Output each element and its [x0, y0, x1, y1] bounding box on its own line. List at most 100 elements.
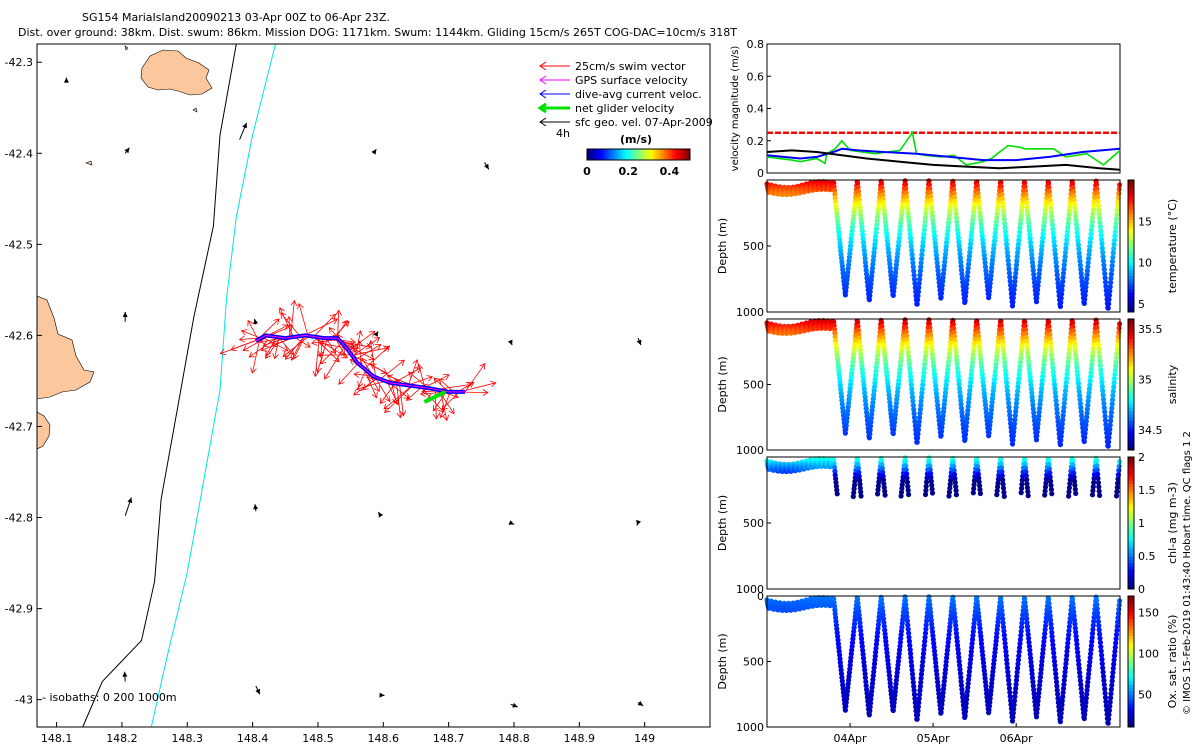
section-sample [941, 401, 947, 407]
section-sample [856, 612, 862, 618]
section-sample [1085, 402, 1091, 408]
section-sample [1101, 400, 1107, 407]
section-sample [860, 374, 866, 380]
section-sample [863, 267, 869, 273]
section-sample [1083, 418, 1089, 424]
section-sample [964, 411, 971, 418]
section-sample [968, 379, 974, 386]
section-sample [1054, 410, 1060, 416]
section-sample [978, 641, 985, 647]
section-sample [898, 358, 904, 365]
section-sample [1082, 434, 1088, 440]
section-sample [1038, 389, 1044, 395]
map-frame [36, 43, 711, 728]
section-sample [897, 639, 904, 645]
section-sample [994, 211, 1000, 217]
section-sample [1004, 241, 1010, 247]
map-y-tick-label: -42.6 [5, 329, 33, 342]
section-sample [921, 231, 927, 237]
section-sample [1031, 418, 1038, 424]
section-sample [1110, 254, 1116, 260]
sfc-geo-arrow-head [63, 77, 69, 83]
section-sample [1042, 215, 1048, 221]
section-sample [881, 623, 887, 629]
section-sample [1095, 610, 1101, 616]
section-sample [1086, 667, 1092, 673]
section-sample [845, 269, 851, 275]
section-sample [990, 253, 996, 259]
section-sample [856, 473, 862, 479]
section-sample [1005, 392, 1011, 398]
section-sample [891, 423, 897, 429]
section-sample [900, 617, 906, 623]
section-sample [904, 202, 911, 208]
section-sample [1007, 278, 1013, 284]
section-sample [1085, 679, 1091, 685]
section-sample [907, 647, 913, 653]
section-sample [1041, 358, 1047, 364]
section-sample [1107, 699, 1113, 705]
section-sample [904, 194, 910, 200]
section-sample [932, 375, 938, 381]
section-sample [875, 630, 881, 636]
section-sample [1019, 624, 1025, 630]
section-sample [1048, 478, 1054, 484]
section-sample [1017, 221, 1024, 227]
section-sample [1024, 204, 1030, 210]
section-y-tick-label: 1000 [736, 721, 764, 734]
section-sample [859, 366, 865, 372]
section-sample [862, 390, 868, 396]
section-sample [1000, 204, 1006, 210]
section-sample [951, 190, 957, 197]
section-sample [987, 699, 993, 705]
section-sample [1053, 255, 1059, 261]
section-colorbar-tick-label: 1 [1138, 517, 1145, 530]
section-sample [1028, 378, 1034, 384]
section-sample [1073, 633, 1079, 639]
section-sample [990, 249, 996, 255]
map-y-axis: -42.3-42.4-42.5-42.6-42.7-42.8-42.9-43 [5, 56, 42, 707]
section-sample [1027, 232, 1033, 238]
colorbar-cell [605, 149, 609, 160]
section-sample [862, 251, 868, 258]
section-sample [927, 605, 933, 612]
section-sample [1008, 697, 1014, 704]
section-sample [1001, 216, 1007, 222]
sfc-geo-arrow-head [255, 688, 260, 695]
section-sample [872, 653, 878, 659]
section-sample [1046, 323, 1052, 330]
section-colorbar-cell [1128, 298, 1134, 303]
section-sample [1093, 458, 1100, 464]
section-colorbar-cell [1128, 516, 1134, 521]
section-sample [857, 481, 863, 487]
map-y-tick-label: -42.3 [5, 56, 33, 69]
swim-vector-head [441, 403, 448, 411]
section-sample [928, 478, 934, 484]
section-sample [908, 239, 914, 245]
swim-vector-head [416, 363, 424, 371]
section-sample [903, 325, 909, 331]
section-sample [876, 475, 882, 481]
swim-vector-head [368, 330, 376, 337]
section-sample [946, 632, 952, 638]
section-sample [977, 345, 983, 351]
swim-vector [242, 335, 270, 351]
section-sample [835, 225, 842, 231]
section-sample [857, 208, 863, 214]
swim-vector [440, 391, 451, 418]
section-sample [952, 480, 958, 486]
section-sample [836, 229, 842, 235]
section-sample [905, 210, 911, 216]
section-sample [1046, 319, 1052, 325]
section-sample [1071, 478, 1078, 484]
section-sample [959, 690, 965, 697]
section-sample [1002, 221, 1008, 227]
section-y-axis-label: Depth (m) [716, 495, 729, 551]
section-sample [982, 402, 989, 408]
section-sample [1062, 254, 1068, 260]
section-sample [1033, 714, 1040, 720]
swim-vector [438, 378, 454, 393]
colorbar-cell [679, 149, 683, 160]
section-sample [875, 349, 881, 355]
section-sample [1042, 354, 1048, 360]
